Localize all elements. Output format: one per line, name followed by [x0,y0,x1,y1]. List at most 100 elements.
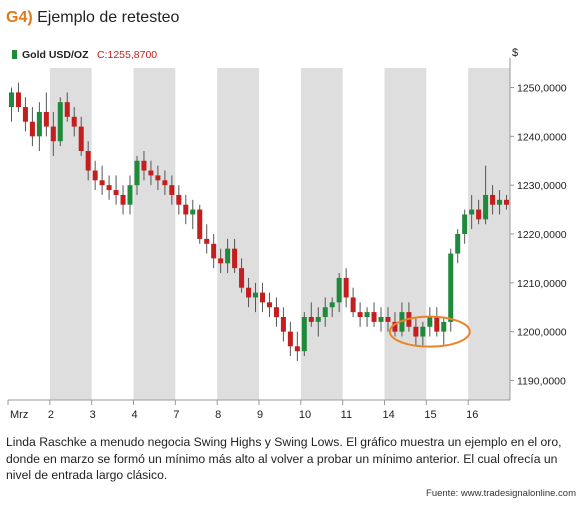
candle-body [343,277,349,298]
x-tick-label: 8 [215,409,221,421]
candle-body [246,287,252,298]
x-tick-label: 10 [299,409,311,421]
candle-body [15,92,21,108]
candle [469,194,475,230]
candle-body [148,170,154,176]
x-tick-label: 3 [90,409,96,421]
candle [336,273,342,313]
candle-body [253,292,259,298]
chart-title: G4) Ejemplo de retesteo [6,9,179,27]
candle-body [64,102,70,117]
candle [211,234,217,269]
candle [364,307,370,327]
candle-body [183,204,189,215]
candle-body [8,92,14,108]
candle [225,238,231,274]
candle-body [469,209,475,215]
candle-body [43,111,49,127]
candle [343,268,349,308]
legend-close-number: 1255,8700 [108,49,158,61]
candle [239,258,245,293]
candle [127,175,133,215]
day-shading [49,68,510,400]
candle-body [378,317,384,322]
candle-body [204,238,210,244]
candle-body [329,302,335,308]
candle-body [497,199,503,205]
candle [455,229,461,264]
candle [8,87,14,122]
candle-body [280,317,286,332]
y-unit-label: $ [512,47,518,59]
candle-body [273,307,279,317]
candle [441,317,447,347]
candle-body [357,312,363,317]
candle-body [420,326,426,337]
y-tick-label: 1250,0000 [517,83,567,95]
legend-swatch [12,50,17,59]
candle-body [385,317,391,322]
candle [120,185,126,215]
x-tick-label: 4 [132,409,138,421]
candle-body [134,160,140,186]
candle-body [141,160,147,171]
candle [134,155,140,195]
candle [371,302,377,327]
candle-body [22,107,28,122]
candle [497,190,503,215]
candle-body [448,253,454,322]
candle-body [57,102,63,142]
candle-body [211,243,217,259]
candle [15,82,21,112]
candle [71,107,77,137]
x-tick-label: 11 [341,409,352,421]
figure-number: G4) [6,9,33,26]
candle [259,282,265,313]
x-tick-label: 2 [48,409,54,421]
candle [29,107,35,147]
x-tick-label: 9 [257,409,263,421]
y-tick-label: 1230,0000 [517,180,567,192]
candle-body [197,209,203,239]
candle [85,141,91,181]
candle [385,307,391,332]
x-tick-label: 15 [424,409,436,421]
candle [434,307,440,337]
candle [190,199,196,230]
y-axis: 1250,0000 1240,0000 1230,0000 1220,0000 1210… [510,83,567,387]
candle [322,297,328,327]
candle-body [232,248,238,269]
day-shade [468,68,510,400]
candle [301,312,307,357]
x-axis: Mrz 2 3 4 7 8 9 10 11 14 15 16 [7,400,478,421]
candle [148,160,154,186]
candle [280,307,286,342]
candle-body [78,126,84,151]
candle-body [259,292,265,303]
y-tick-label: 1190,0000 [517,375,566,387]
candle-body [287,331,293,347]
y-tick-label: 1240,0000 [517,131,567,143]
candle [287,321,293,357]
candle-body [169,185,175,195]
candle [197,204,203,244]
candle [308,302,314,327]
legend-symbol: Gold USD/OZ [22,49,89,61]
candle-body [106,185,112,191]
candle [476,199,482,225]
candlestick-chart: 1250,0000 1240,0000 1230,0000 1220,0000 1210… [7,47,567,421]
candle-body [71,116,77,127]
candle [99,165,105,195]
candle-body [483,194,489,220]
candle-body [176,194,182,205]
candle-body [29,121,35,137]
candle-body [413,326,419,337]
candle [162,170,168,195]
candles [8,82,510,361]
candle [246,277,252,308]
candle-body [99,180,105,186]
candle [232,238,238,274]
candle [64,92,70,122]
candle [36,102,42,151]
candle-body [371,312,377,322]
